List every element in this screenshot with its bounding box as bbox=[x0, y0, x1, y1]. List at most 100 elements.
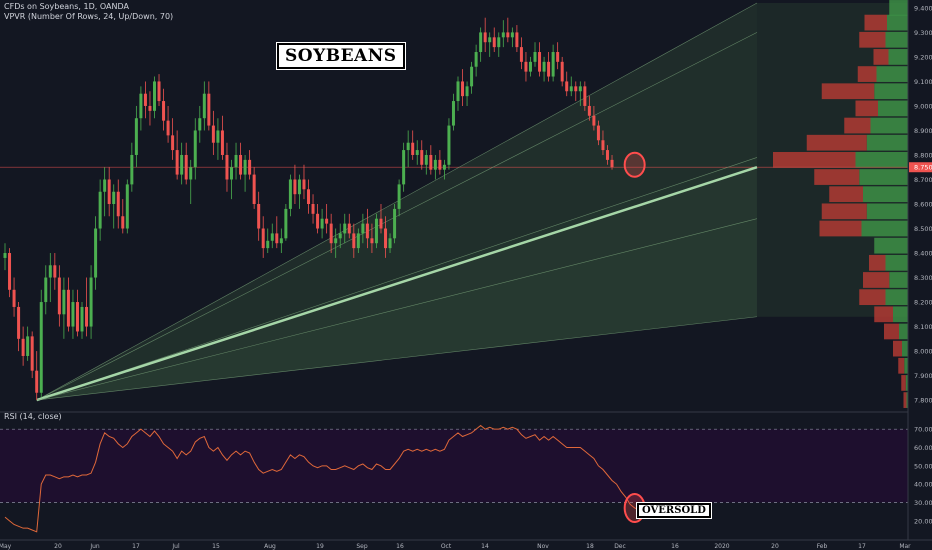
candle-body bbox=[433, 159, 437, 170]
candle-body bbox=[397, 184, 401, 209]
time-tick-label: Jun bbox=[89, 543, 100, 550]
candle-body bbox=[587, 105, 591, 116]
time-tick-label: 16 bbox=[671, 543, 679, 550]
candle-body bbox=[338, 233, 342, 239]
candle-body bbox=[175, 150, 179, 175]
volume-profile-down-bar bbox=[857, 66, 877, 82]
symbol-header: CFDs on Soybeans, 1D, OANDA bbox=[4, 2, 129, 11]
volume-profile-up-bar bbox=[878, 100, 908, 117]
candle-body bbox=[519, 47, 523, 62]
volume-profile-down-bar bbox=[864, 14, 887, 31]
candle-body bbox=[12, 289, 16, 307]
time-tick-label: Dec bbox=[614, 543, 626, 550]
candle-body bbox=[415, 150, 419, 155]
candle-body bbox=[420, 150, 424, 165]
candle-body bbox=[474, 52, 478, 67]
candle-body bbox=[483, 32, 487, 43]
candle-body bbox=[352, 233, 356, 249]
candle-body bbox=[293, 179, 297, 195]
candle-body bbox=[94, 228, 98, 278]
rsi-tick-label: 50.00 bbox=[914, 462, 932, 470]
candle-body bbox=[524, 61, 528, 72]
time-tick-label: 17 bbox=[858, 543, 866, 550]
candle-body bbox=[316, 213, 320, 229]
candle-body bbox=[510, 32, 514, 38]
time-tick-label: Mar bbox=[899, 543, 911, 550]
candle-body bbox=[560, 61, 564, 82]
volume-profile-up-bar bbox=[885, 254, 908, 271]
candle-body bbox=[361, 223, 365, 234]
candle-body bbox=[143, 93, 147, 106]
candle-body bbox=[402, 150, 406, 185]
volume-profile-down-bar bbox=[859, 31, 886, 48]
volume-profile-up-bar bbox=[855, 152, 908, 168]
candle-body bbox=[211, 125, 215, 143]
candle-body bbox=[388, 238, 392, 249]
candle-body bbox=[374, 218, 378, 244]
rsi-tick-label: 30.00 bbox=[914, 499, 932, 507]
candle-body bbox=[180, 154, 184, 175]
candle-body bbox=[302, 179, 306, 190]
candle-body bbox=[334, 238, 338, 244]
candle-body bbox=[62, 289, 66, 315]
candle-body bbox=[193, 130, 197, 168]
candle-body bbox=[39, 302, 43, 393]
time-tick-label: Nov bbox=[537, 543, 549, 550]
volume-profile-up-bar bbox=[885, 31, 908, 48]
time-tick-label: Aug bbox=[264, 543, 276, 550]
volume-profile-down-bar bbox=[821, 83, 875, 100]
volume-profile-up-bar bbox=[893, 306, 908, 323]
candle-body bbox=[166, 120, 170, 136]
volume-profile-down-bar bbox=[884, 323, 899, 340]
candle-body bbox=[266, 240, 270, 249]
candle-body bbox=[538, 52, 542, 72]
candle-body bbox=[85, 306, 89, 327]
candle-body bbox=[130, 154, 134, 185]
candle-body bbox=[157, 81, 161, 102]
rsi-tick-label: 70.00 bbox=[914, 426, 932, 434]
candle-body bbox=[583, 86, 587, 106]
volume-profile-up-bar bbox=[902, 340, 908, 357]
volume-profile-up-bar bbox=[863, 186, 908, 203]
candle-body bbox=[610, 159, 614, 168]
candle-body bbox=[35, 370, 39, 393]
candle-body bbox=[288, 179, 292, 209]
title-annotation: SOYBEANS bbox=[276, 42, 406, 70]
candle-body bbox=[207, 93, 211, 126]
candle-body bbox=[112, 191, 116, 204]
current-price-tag bbox=[909, 162, 932, 173]
volume-profile-up-bar bbox=[889, 0, 908, 16]
candle-body bbox=[556, 52, 560, 62]
volume-profile-down-bar bbox=[893, 340, 902, 357]
volume-profile-up-bar bbox=[885, 289, 908, 306]
candle-body bbox=[601, 140, 605, 151]
candle-body bbox=[202, 93, 206, 119]
candle-body bbox=[311, 204, 315, 214]
rsi-tick-label: 40.00 bbox=[914, 481, 932, 489]
candle-body bbox=[234, 154, 238, 168]
price-tick-label: 9.100 bbox=[914, 78, 932, 86]
candle-body bbox=[26, 336, 30, 356]
time-tick-label: Oct bbox=[441, 543, 452, 550]
volume-profile-up-bar bbox=[888, 49, 908, 65]
price-tick-label: 8.100 bbox=[914, 323, 932, 331]
rsi-tick-label: 60.00 bbox=[914, 444, 932, 452]
candle-body bbox=[565, 81, 569, 92]
candle-body bbox=[325, 218, 329, 224]
price-tick-label: 8.600 bbox=[914, 201, 932, 209]
candle-body bbox=[103, 179, 107, 192]
candle-body bbox=[406, 142, 410, 151]
price-highlight-circle bbox=[623, 151, 646, 178]
candle-body bbox=[184, 154, 188, 180]
oversold-annotation: OVERSOLD bbox=[636, 502, 712, 519]
volume-profile-down-bar bbox=[821, 203, 867, 220]
current-price-tag-label: 8.750 bbox=[914, 164, 932, 172]
price-tick-label: 8.200 bbox=[914, 299, 932, 307]
price-tick-label: 9.000 bbox=[914, 102, 932, 110]
volume-profile-down-bar bbox=[903, 392, 907, 408]
time-tick-label: Feb bbox=[817, 543, 828, 550]
volume-profile-down-bar bbox=[829, 186, 863, 203]
candle-body bbox=[370, 238, 374, 244]
candle-body bbox=[461, 81, 465, 97]
